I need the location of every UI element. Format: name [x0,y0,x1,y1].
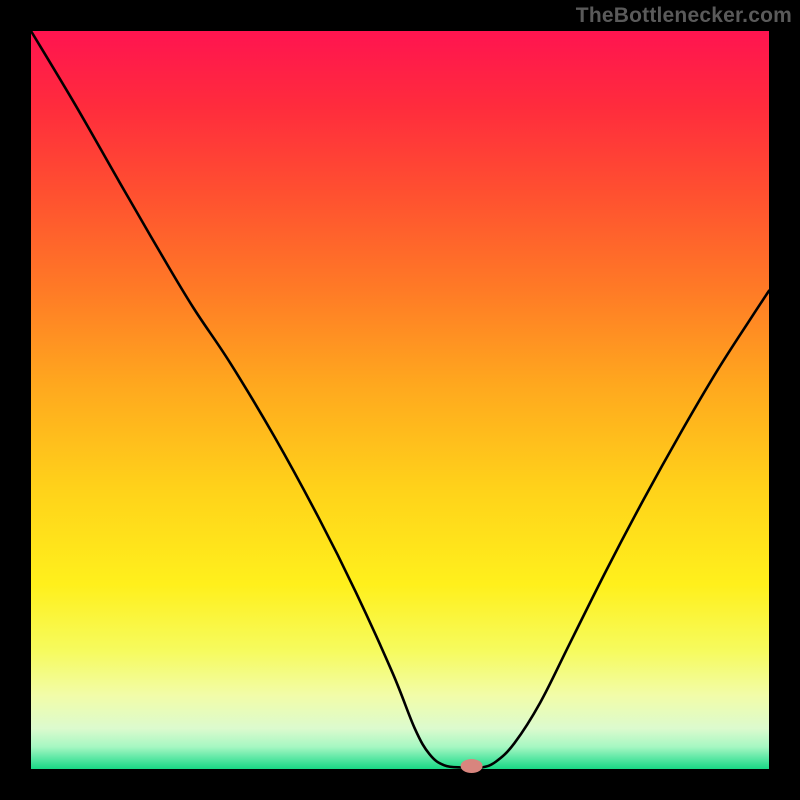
optimal-point-marker [461,759,483,773]
chart-container: TheBottlenecker.com [0,0,800,800]
bottleneck-chart-svg [0,0,800,800]
plot-background-gradient [31,31,769,769]
watermark-text: TheBottlenecker.com [576,4,792,28]
